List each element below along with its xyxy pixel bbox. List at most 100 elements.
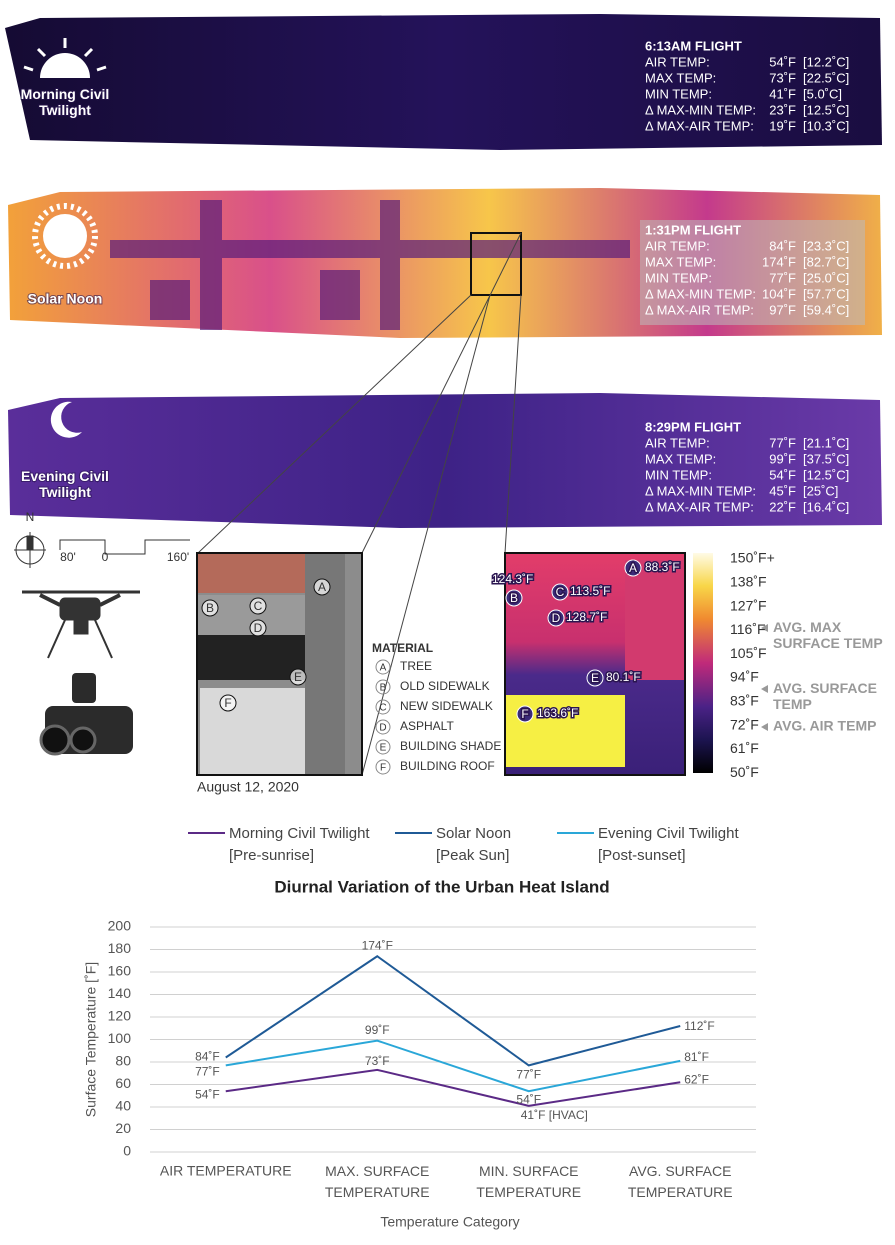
data-label: 81˚F — [684, 1050, 709, 1064]
y-tick-label: 80 — [115, 1053, 131, 1069]
stat-fahrenheit: 23˚F — [769, 102, 796, 117]
color-scale-label: 150˚F+ — [730, 550, 775, 566]
thermal-marker-value: 113.5˚F — [570, 584, 610, 598]
legend-sublabel: [Post-sunset] — [598, 847, 686, 864]
y-tick-label: 60 — [115, 1075, 131, 1091]
photo-marker — [313, 578, 331, 596]
stat-name: MIN TEMP: — [645, 86, 712, 101]
line-series — [225, 1039, 681, 1093]
x-tick-label: MIN. SURFACE TEMPERATURE — [476, 1163, 581, 1200]
stat-name: Δ MAX-MIN TEMP: — [645, 483, 756, 498]
stat-name: Δ MAX-MIN TEMP: — [645, 286, 756, 301]
material-label: NEW SIDEWALK — [400, 699, 493, 713]
stat-fahrenheit: 73˚F — [769, 70, 796, 85]
stat-name: AIR TEMP: — [645, 54, 710, 69]
stat-celsius: [59.4˚C] — [803, 302, 849, 317]
stat-fahrenheit: 77˚F — [769, 270, 796, 285]
photo-marker-label: F — [224, 696, 231, 710]
photo-marker — [289, 668, 307, 686]
stat-fahrenheit: 41˚F — [769, 86, 796, 101]
stat-celsius: [16.4˚C] — [803, 499, 849, 514]
color-scale-label: 50˚F — [730, 764, 759, 780]
stat-celsius: [12.2˚C] — [803, 54, 849, 69]
data-label: 73˚F — [365, 1054, 390, 1068]
photo-marker — [249, 597, 267, 615]
photo-marker — [201, 599, 219, 617]
stat-fahrenheit: 54˚F — [769, 54, 796, 69]
stat-celsius: [37.5˚C] — [803, 451, 849, 466]
stat-name: MAX TEMP: — [645, 451, 716, 466]
legend-sublabel: [Peak Sun] — [436, 847, 509, 864]
stat-fahrenheit: 19˚F — [769, 118, 796, 133]
flight-title: 1:31PM FLIGHT — [645, 222, 741, 237]
y-tick-label: 120 — [108, 1008, 132, 1024]
stat-name: Δ MAX-AIR TEMP: — [645, 499, 754, 514]
period-label: Solar Noon — [28, 291, 103, 307]
color-scale-bar — [693, 553, 713, 773]
thermal-marker-value: 128.7˚F — [566, 610, 607, 624]
thermal-marker-key: B — [510, 591, 518, 605]
period-label: Evening Civil Twilight — [21, 468, 109, 500]
y-tick-label: 180 — [108, 940, 132, 956]
y-tick-label: 0 — [123, 1143, 131, 1159]
photo-date: August 12, 2020 — [197, 779, 299, 795]
stat-celsius: [23.3˚C] — [803, 238, 849, 253]
thermal-marker — [516, 705, 534, 723]
compass-icon — [14, 532, 46, 568]
material-key-circle — [375, 699, 391, 715]
callout-lines — [197, 232, 522, 776]
photo-marker-label: B — [206, 601, 214, 615]
thermal-marker — [551, 583, 569, 601]
stat-celsius: [21.1˚C] — [803, 435, 849, 450]
stat-celsius: [25.0˚C] — [803, 270, 849, 285]
chart-title: Diurnal Variation of the Urban Heat Isla… — [274, 877, 609, 896]
thermal-marker — [547, 609, 565, 627]
x-axis-label: Temperature Category — [380, 1214, 519, 1230]
thermal-marker-key: C — [556, 585, 565, 599]
stat-name: Δ MAX-AIR TEMP: — [645, 302, 754, 317]
stat-name: MIN TEMP: — [645, 467, 712, 482]
thermal-texture — [110, 200, 630, 330]
note-arrows — [761, 624, 768, 731]
stat-fahrenheit: 84˚F — [769, 238, 796, 253]
moon-icon — [50, 401, 82, 438]
y-tick-label: 160 — [108, 963, 132, 979]
material-label: BUILDING ROOF — [400, 759, 495, 773]
thermal-marker — [586, 669, 604, 687]
stat-fahrenheit: 45˚F — [769, 483, 796, 498]
stat-celsius: [82.7˚C] — [803, 254, 849, 269]
stat-fahrenheit: 22˚F — [769, 499, 796, 514]
material-key: F — [380, 763, 386, 774]
scale-label: 0 — [102, 550, 109, 564]
stat-celsius: [12.5˚C] — [803, 102, 849, 117]
data-label: 84˚F — [195, 1050, 220, 1064]
thermal-marker-value: 124.3˚F — [492, 572, 533, 586]
color-scale-label: 94˚F — [730, 669, 759, 685]
line-series — [225, 955, 681, 1067]
y-tick-label: 100 — [108, 1030, 132, 1046]
material-label: OLD SIDEWALK — [400, 679, 490, 693]
photo-marker-label: C — [254, 599, 263, 613]
photo-marker — [219, 694, 237, 712]
material-key-circle — [375, 679, 391, 695]
color-scale-label: 127˚F — [730, 597, 767, 613]
data-label: 112˚F — [684, 1019, 714, 1033]
color-scale-note: AVG. AIR TEMP — [773, 718, 876, 734]
data-label: 41˚F [HVAC] — [521, 1108, 588, 1122]
x-tick-label: AVG. SURFACE TEMPERATURE — [628, 1163, 733, 1200]
material-key-circle — [375, 659, 391, 675]
thermal-marker — [505, 589, 523, 607]
color-scale-label: 83˚F — [730, 693, 759, 709]
stat-fahrenheit: 104˚F — [762, 286, 796, 301]
data-label: 54˚F — [195, 1087, 220, 1101]
x-tick-label: MAX. SURFACE TEMPERATURE — [325, 1163, 430, 1200]
thermal-strip — [5, 14, 882, 150]
material-key: D — [379, 723, 386, 734]
materials-title: MATERIAL — [372, 641, 433, 655]
stat-celsius: [57.7˚C] — [803, 286, 849, 301]
stat-fahrenheit: 77˚F — [769, 435, 796, 450]
color-scale-note: AVG. MAX SURFACE TEMP — [773, 619, 883, 651]
stat-fahrenheit: 174˚F — [762, 254, 796, 269]
material-label: BUILDING SHADE — [400, 739, 501, 753]
